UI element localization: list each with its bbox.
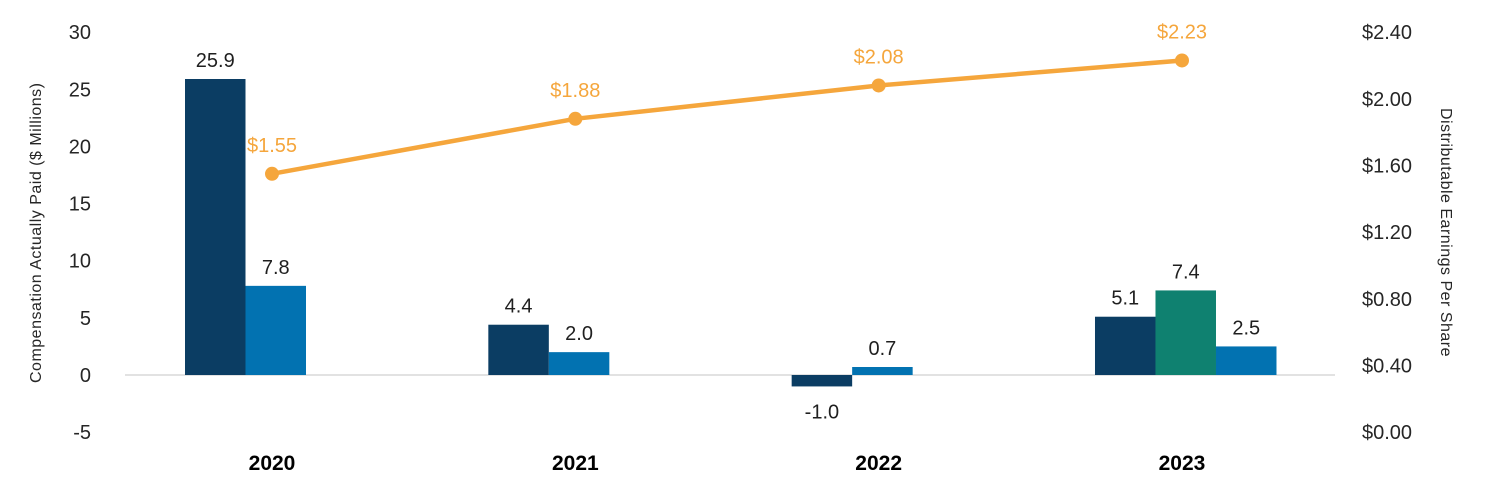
right-axis-tick-label: $2.00 xyxy=(1362,89,1412,111)
line-point-marker xyxy=(568,111,583,126)
line-point-label: $2.08 xyxy=(854,46,904,68)
bar-2020-blue xyxy=(245,285,306,375)
left-axis-tick-label: 15 xyxy=(69,194,91,216)
left-axis-tick-label: 30 xyxy=(69,22,91,44)
eps-line xyxy=(269,58,1185,177)
bar-2023-navy xyxy=(1094,316,1156,375)
left-axis-tick-label: 20 xyxy=(69,136,91,158)
line-point-label: $1.88 xyxy=(550,80,600,102)
bar-value-label: -1.0 xyxy=(805,401,839,423)
right-axis-tick-label: $0.40 xyxy=(1362,355,1412,377)
line-point-label: $2.23 xyxy=(1157,21,1207,43)
bar-value-label: 5.1 xyxy=(1111,288,1139,310)
category-label: 2022 xyxy=(855,452,902,475)
right-axis-tick-label: $2.40 xyxy=(1362,22,1412,44)
bar-2022-navy xyxy=(791,375,853,387)
bar-value-label: 0.7 xyxy=(869,338,897,360)
category-label: 2021 xyxy=(552,452,599,475)
right-axis-tick-label: $0.00 xyxy=(1362,422,1412,444)
bar-2023-teal xyxy=(1155,290,1216,375)
left-axis-tick-label: -5 xyxy=(73,422,91,444)
bar-2022-blue xyxy=(852,367,913,375)
category-label: 2020 xyxy=(249,452,296,475)
right-axis-tick-label: $0.80 xyxy=(1362,289,1412,311)
bar-2020-navy xyxy=(185,79,246,375)
left-axis-title: Compensation Actually Paid ($ Millions) xyxy=(28,82,45,384)
bar-2021-blue xyxy=(548,352,610,375)
bar-2021-navy xyxy=(488,324,549,375)
line-point-marker xyxy=(1174,53,1189,68)
left-axis-tick-label: 25 xyxy=(69,79,91,101)
left-axis-tick-label: 10 xyxy=(69,251,91,273)
left-axis-tick-label: 5 xyxy=(80,308,91,330)
category-label: 2023 xyxy=(1159,452,1206,475)
line-point-label: $1.55 xyxy=(247,135,297,157)
bar-2023-blue xyxy=(1215,346,1277,375)
bar-value-label: 2.5 xyxy=(1232,317,1260,339)
line-point-marker xyxy=(265,166,279,181)
bar-value-label: 4.4 xyxy=(505,296,533,318)
right-axis-tick-label: $1.20 xyxy=(1362,222,1412,244)
line-point-marker xyxy=(871,78,886,93)
left-axis-tick-label: 0 xyxy=(80,365,91,387)
bar-value-label: 25.9 xyxy=(196,50,235,72)
right-axis-tick-label: $1.60 xyxy=(1362,155,1412,177)
right-axis-title: Distributable Earnings Per Share xyxy=(1437,108,1454,358)
bar-value-label: 2.0 xyxy=(565,323,593,345)
bar-value-label: 7.8 xyxy=(262,257,290,279)
bar-value-label: 7.4 xyxy=(1172,261,1200,283)
